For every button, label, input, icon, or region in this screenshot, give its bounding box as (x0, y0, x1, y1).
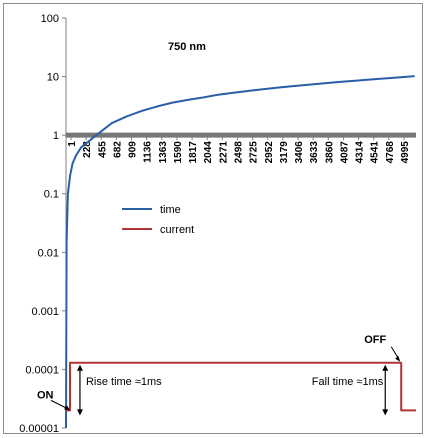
x-tick-label: 2725 (249, 141, 260, 164)
series-group (65, 75, 416, 429)
rise-time-label: Rise time ≈1ms (86, 376, 162, 388)
x-tick-labels: 1 228 455 682 909 1136 1363 1590 1817 2044 2271 249… (67, 141, 411, 164)
y-tick-label: 1 (53, 130, 59, 142)
chart-frame: 100 10 1 0.1 0.01 0.001 0.0001 0.00001 1 228 455 6… (3, 3, 423, 435)
x-tick-label: 1590 (173, 141, 184, 164)
x-tick-label: 682 (112, 141, 123, 158)
fall-arrow-head-up (382, 364, 389, 371)
x-tick-label: 2498 (234, 141, 245, 164)
y-tick-label: 0.01 (38, 247, 59, 259)
legend-label-time: time (160, 204, 181, 216)
y-tick-label: 0.1 (44, 189, 59, 201)
x-tick-label: 4768 (385, 141, 396, 164)
x-tick-label: 3860 (324, 141, 335, 164)
y-tick-label: 10 (47, 72, 59, 84)
x-tick-label: 1363 (158, 141, 169, 164)
fall-arrow-head-down (382, 409, 389, 416)
x-tick-label: 2044 (203, 141, 214, 164)
y-tick-label: 0.001 (31, 306, 59, 318)
legend-label-current: current (160, 224, 194, 236)
x-tick-label: 2271 (218, 141, 229, 164)
x-tick-label: 3179 (279, 141, 290, 164)
annotations-group: Rise time ≈1ms Fall time ≈1ms ON OFF (37, 334, 401, 416)
y-tick-labels: 100 10 1 0.1 0.01 0.001 0.0001 0.00001 (19, 13, 59, 435)
legend: time current (122, 204, 194, 236)
y-tick-label: 0.00001 (19, 423, 59, 435)
off-pointer-head (395, 355, 401, 362)
x-tick-label: 3633 (309, 141, 320, 164)
x-tick-label: 228 (82, 141, 93, 158)
x-tick-label: 2952 (264, 141, 275, 164)
off-label: OFF (364, 334, 386, 346)
chart-title: 750 nm (168, 41, 206, 53)
rise-arrow-head-down (76, 409, 83, 416)
x-tick-label: 4087 (339, 141, 350, 164)
x-tick-label: 1136 (143, 141, 154, 163)
series-line-time (65, 75, 415, 429)
y-tick-label: 0.0001 (25, 364, 59, 376)
x-tick-label: 4314 (355, 141, 366, 164)
y-tick-label: 100 (41, 13, 59, 25)
x-tick-label: 455 (97, 141, 108, 158)
chart-svg: 100 10 1 0.1 0.01 0.001 0.0001 0.00001 1 228 455 6… (19, 13, 416, 435)
series-line-current (66, 361, 416, 412)
x-tick-label: 1 (67, 141, 78, 147)
x-tick-label: 909 (128, 141, 139, 158)
x-tick-label: 4995 (400, 141, 411, 164)
on-pointer-head (64, 405, 70, 411)
x-tick-label: 4541 (370, 141, 381, 164)
x-tick-label: 3406 (294, 141, 305, 164)
on-label: ON (37, 389, 54, 401)
fall-time-label: Fall time ≈1ms (312, 376, 384, 388)
rise-arrow-head-up (76, 364, 83, 371)
x-tick-label: 1817 (188, 141, 199, 164)
